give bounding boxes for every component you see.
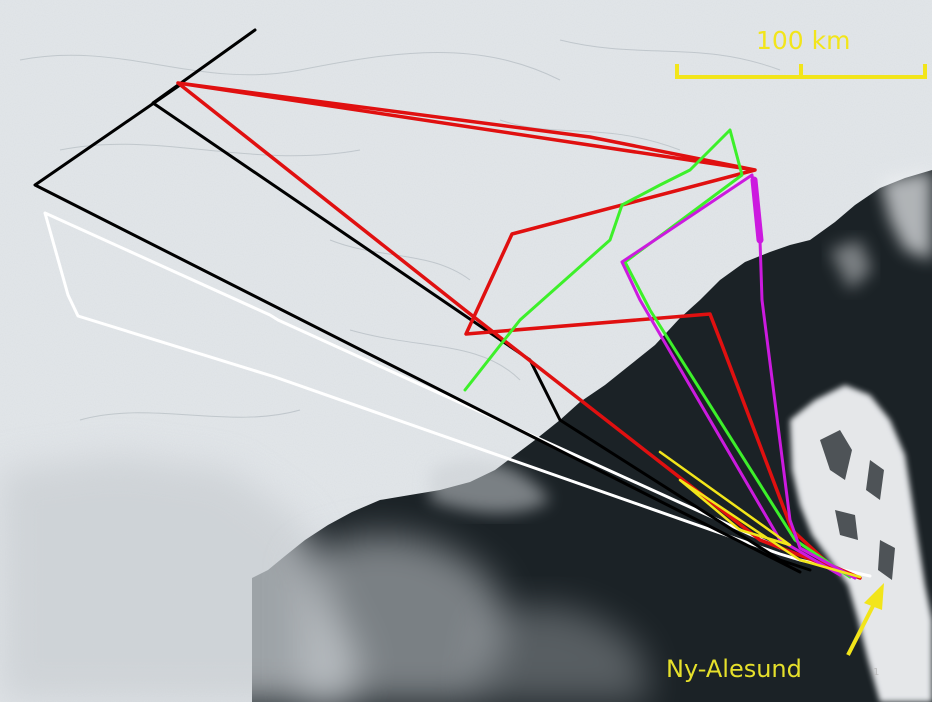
flight-track-magenta	[620, 173, 857, 580]
scale-bar	[675, 64, 927, 79]
scale-label: 100 km	[756, 26, 851, 55]
page-number: 1	[873, 667, 880, 678]
location-arrow	[846, 583, 884, 656]
cloud-cover	[0, 455, 650, 702]
flight-track-green	[463, 128, 852, 579]
ice-cracks	[19, 39, 781, 421]
flight-tracks	[33, 28, 872, 580]
place-label-ny-alesund: Ny-Alesund	[666, 655, 802, 683]
flight-track-yellow	[658, 450, 862, 579]
svalbard-land	[790, 170, 932, 702]
